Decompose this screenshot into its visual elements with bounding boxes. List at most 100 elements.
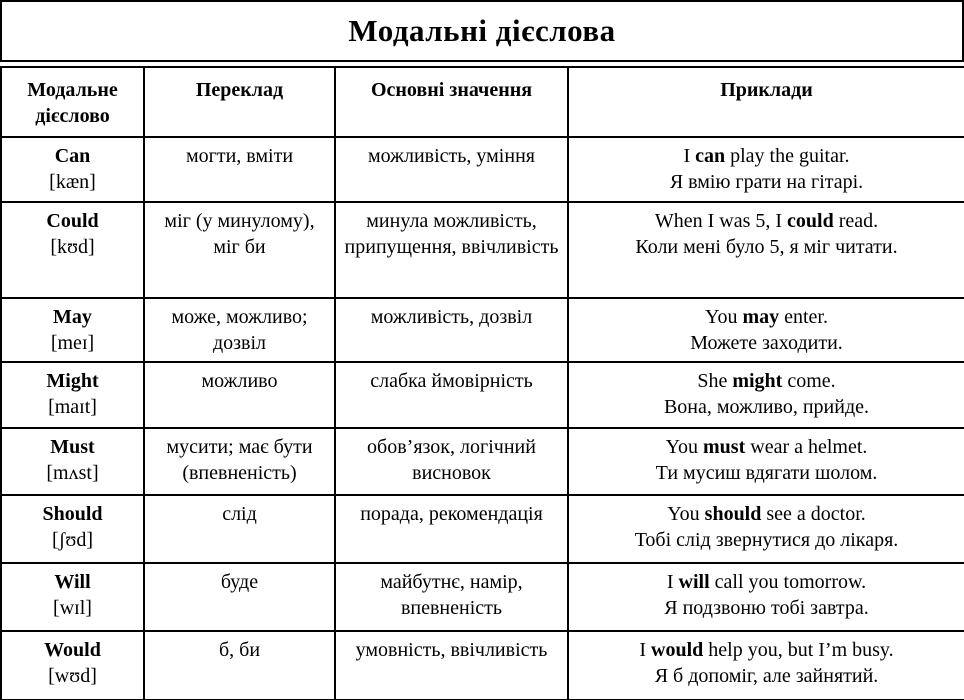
example-ukrainian: Я подзвоню тобі завтра. <box>664 597 869 620</box>
example-english-after: play the guitar. <box>725 145 850 167</box>
example-english-after: call you tomorrow. <box>709 571 867 593</box>
example-english-before: I <box>683 145 696 167</box>
example-english: You should see a doctor. <box>575 501 958 527</box>
example-english-bold-verb: can <box>695 145 726 167</box>
verb-transcription: [meɪ] <box>50 332 95 355</box>
example-english-before: I <box>666 571 679 593</box>
table-row: Will [wɪl] буде майбутнє, намір, впевненіст… <box>0 562 964 632</box>
example-cell: When I was 5, I could read. Коли мені бул… <box>567 201 964 299</box>
table-body: Can [kæn] могти, вміти можливість, уміння I … <box>0 136 964 700</box>
example-english-after: read. <box>833 210 879 232</box>
verb-name: Will <box>54 571 91 593</box>
verb-transcription: [wɪl] <box>53 597 92 620</box>
example-english-bold-verb: might <box>732 370 783 392</box>
translation-cell: могти, вміти <box>143 136 336 203</box>
example-english: You must wear a helmet. <box>575 434 958 460</box>
verb-name: May <box>53 306 92 328</box>
table-row: Could [kʊd] міг (у минулому), міг би минула… <box>0 201 964 299</box>
example-ukrainian: Ти мусиш вдягати шолом. <box>655 462 878 485</box>
example-english-bold-verb: may <box>742 306 780 328</box>
example-cell: She might come. Вона, можливо, прийде. <box>567 361 964 429</box>
example-cell: I can play the guitar. Я вмію грати на гі… <box>567 136 964 203</box>
verb-cell: Will [wɪl] <box>0 562 145 632</box>
meaning-cell: можливість, уміння <box>334 136 569 203</box>
table-row: Might [maɪt] можливо слабка ймовірність She … <box>0 361 964 429</box>
header-translation: Переклад <box>143 66 336 138</box>
example-english-bold-verb: will <box>678 571 710 593</box>
example-english-after: enter. <box>779 306 828 328</box>
example-cell: I will call you tomorrow. Я подзвоню тобі… <box>567 562 964 632</box>
example-cell: You may enter. Можете заходити. <box>567 297 964 363</box>
example-english-before: She <box>697 370 733 392</box>
example-english-before: I <box>639 639 652 661</box>
verb-transcription: [wʊd] <box>48 665 97 688</box>
verb-transcription: [ʃʊd] <box>52 529 93 552</box>
table-row: Should [ʃʊd] слід порада, рекомендація You s… <box>0 494 964 564</box>
example-english: I would help you, but I’m busy. <box>575 637 958 663</box>
example-english-bold-verb: would <box>651 639 704 661</box>
example-cell: You should see a doctor. Тобі слід зверну… <box>567 494 964 564</box>
example-english-after: wear a helmet. <box>745 436 868 458</box>
example-english-before: You <box>667 503 705 525</box>
example-english: You may enter. <box>575 304 958 330</box>
header-modal-verb: Модальне дієслово <box>0 66 145 138</box>
verb-cell: Must [mʌst] <box>0 427 145 496</box>
verb-name: Should <box>42 503 103 525</box>
translation-cell: б, би <box>143 630 336 700</box>
verb-name: Must <box>50 436 95 458</box>
verb-cell: May [meɪ] <box>0 297 145 363</box>
table-row: Must [mʌst] мусити; має бути (впевненість)… <box>0 427 964 496</box>
example-english-bold-verb: could <box>787 210 834 232</box>
verb-transcription: [kʊd] <box>50 236 95 259</box>
example-english: When I was 5, I could read. <box>575 208 958 234</box>
example-english-bold-verb: should <box>704 503 762 525</box>
modal-verbs-table: Модальне дієслово Переклад Основні значе… <box>0 66 964 700</box>
page-title: Модальні дієслова <box>348 13 616 48</box>
translation-cell: мусити; має бути (впевненість) <box>143 427 336 496</box>
example-ukrainian: Вона, можливо, прийде. <box>663 396 870 419</box>
verb-name: Could <box>46 210 99 232</box>
header-examples: Приклади <box>567 66 964 138</box>
example-cell: You must wear a helmet. Ти мусиш вдягати … <box>567 427 964 496</box>
verb-cell: Should [ʃʊd] <box>0 494 145 564</box>
verb-cell: Can [kæn] <box>0 136 145 203</box>
example-english: I can play the guitar. <box>575 143 958 169</box>
meaning-cell: можливість, дозвіл <box>334 297 569 363</box>
verb-transcription: [kæn] <box>49 171 96 194</box>
example-english-before: You <box>705 306 743 328</box>
example-english-after: come. <box>782 370 836 392</box>
verb-transcription: [mʌst] <box>46 462 99 485</box>
table-row: May [meɪ] може, можливо; дозвіл можливість,… <box>0 297 964 363</box>
example-english: I will call you tomorrow. <box>575 569 958 595</box>
meaning-cell: порада, рекомендація <box>334 494 569 564</box>
meaning-cell: умовність, ввічливість <box>334 630 569 700</box>
verb-cell: Could [kʊd] <box>0 201 145 299</box>
translation-cell: слід <box>143 494 336 564</box>
table-title-box: Модальні дієслова <box>0 0 964 62</box>
example-ukrainian: Тобі слід звернутися до лікаря. <box>634 529 899 552</box>
table-row: Would [wʊd] б, би умовність, ввічливість I w… <box>0 630 964 700</box>
example-english-before: When I was 5, I <box>654 210 788 232</box>
verb-name: Would <box>44 639 101 661</box>
meaning-cell: минула можливість, припущення, ввічливіс… <box>334 201 569 299</box>
example-cell: I would help you, but I’m busy. Я б допом… <box>567 630 964 700</box>
example-ukrainian: Я вмію грати на гітарі. <box>669 171 864 194</box>
verb-name: Can <box>54 145 91 167</box>
example-english-after: see a doctor. <box>761 503 866 525</box>
example-english: She might come. <box>575 368 958 394</box>
header-meanings: Основні значення <box>334 66 569 138</box>
example-ukrainian: Можете заходити. <box>690 332 843 355</box>
example-english-before: You <box>665 436 704 458</box>
meaning-cell: обов’язок, логічний висновок <box>334 427 569 496</box>
example-ukrainian: Я б допоміг, але зайнятий. <box>654 665 879 688</box>
verb-name: Might <box>46 370 99 392</box>
example-ukrainian: Коли мені було 5, я міг читати. <box>635 236 898 259</box>
table-row: Can [kæn] могти, вміти можливість, уміння I … <box>0 136 964 203</box>
verb-transcription: [maɪt] <box>48 396 97 419</box>
header-row: Модальне дієслово Переклад Основні значе… <box>0 66 964 138</box>
table-header: Модальне дієслово Переклад Основні значе… <box>0 66 964 138</box>
meaning-cell: слабка ймовірність <box>334 361 569 429</box>
verb-cell: Would [wʊd] <box>0 630 145 700</box>
meaning-cell: майбутнє, намір, впевненість <box>334 562 569 632</box>
translation-cell: буде <box>143 562 336 632</box>
